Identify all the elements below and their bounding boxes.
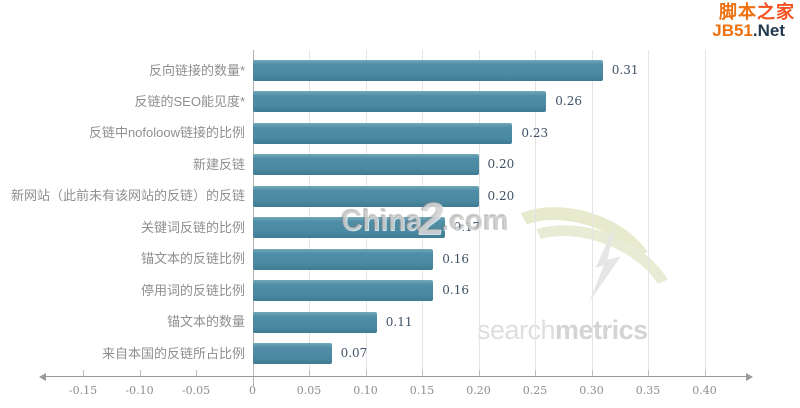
category-label: 反链中nofoloow链接的比例: [88, 125, 245, 141]
x-axis-right-arrow-icon: [746, 372, 753, 381]
x-axis-tick-label: 0: [249, 384, 256, 397]
bar: [252, 60, 603, 81]
bar: [252, 91, 547, 113]
gridline: [365, 50, 367, 376]
jb51-site-logo: 脚本之家 JB51.Net: [712, 3, 795, 40]
bar-value-label: 0.31: [611, 63, 639, 77]
axis-tick: [139, 370, 141, 376]
axis-tick: [591, 370, 593, 376]
x-axis-left-arrow-icon: [39, 372, 46, 381]
category-label: 锚文本的反链比例: [140, 251, 245, 267]
chinaz-watermark-part3: .com: [441, 205, 509, 237]
x-axis-tick-label: 0.30: [579, 384, 604, 397]
bar: [252, 343, 332, 365]
gridline: [535, 50, 536, 376]
x-axis-tick-label: 0.25: [522, 384, 548, 397]
category-label: 反向链接的数量*: [148, 62, 245, 78]
bar-value-label: 0.20: [487, 188, 515, 203]
jb51-logo-text-part2: 之家: [757, 2, 795, 22]
axis-tick: [196, 370, 197, 376]
axis-tick: [252, 370, 254, 376]
chinaz-watermark-part1: China: [341, 205, 422, 237]
bar: [252, 280, 434, 302]
axis-tick: [535, 370, 536, 376]
bar-value-label: 0.16: [442, 251, 470, 266]
x-axis-tick-label: 0.40: [692, 384, 717, 397]
x-axis-tick-label: -0.05: [181, 384, 211, 397]
category-label: 锚文本的数量: [166, 314, 245, 330]
axis-tick: [365, 370, 367, 376]
searchmetrics-watermark-part1: search: [477, 315, 556, 345]
category-label: 反链的SEO能见度*: [134, 93, 245, 109]
jb51-logo-text-part1: 脚本: [719, 2, 757, 22]
bar: [252, 185, 479, 207]
x-axis-tick-label: -0.10: [125, 384, 154, 397]
bar: [252, 217, 445, 239]
axis-tick: [478, 370, 480, 376]
bar: [252, 122, 513, 144]
bar-value-label: 0.17: [453, 220, 481, 235]
x-axis-line: [45, 376, 747, 377]
category-label: 停用词的反链比例: [140, 282, 245, 298]
jb51-logo-domain-part1: JB51: [712, 20, 753, 40]
bar-value-label: 0.23: [521, 125, 549, 140]
bar-value-label: 0.11: [385, 314, 413, 329]
searchmetrics-watermark-part2: metrics: [555, 315, 648, 345]
x-axis-tick-label: -0.15: [68, 384, 98, 397]
gridline: [478, 50, 480, 376]
axis-tick: [309, 370, 310, 376]
axis-tick: [422, 370, 423, 376]
gridline: [648, 50, 649, 376]
gridline: [704, 50, 706, 376]
chinaz-watermark: China2.com: [341, 187, 509, 244]
gridline: [422, 50, 423, 376]
category-label: 新网站（此前未有该网站的反链）的反链: [10, 188, 245, 204]
bar-value-label: 0.07: [340, 346, 368, 361]
searchmetrics-watermark: searchmetrics: [477, 315, 648, 346]
bar-value-label: 0.16: [442, 283, 470, 298]
axis-tick: [704, 370, 706, 376]
bar: [252, 248, 434, 270]
category-label: 新建反链: [192, 156, 245, 172]
x-axis-tick-label: 0.20: [466, 384, 491, 397]
axis-tick: [83, 370, 84, 376]
bar: [252, 154, 479, 176]
x-axis-tick-label: 0.15: [409, 384, 435, 397]
jb51-logo-domain-part2: .Net: [752, 20, 785, 40]
x-axis-tick-label: 0.35: [635, 384, 661, 397]
x-axis-tick-label: 0.10: [353, 384, 378, 397]
gridline: [309, 50, 310, 376]
bar-value-label: 0.20: [487, 157, 515, 172]
x-axis-tick-label: 0.05: [296, 384, 322, 397]
gridline: [591, 50, 593, 376]
bar-value-label: 0.26: [555, 94, 583, 109]
axis-tick: [648, 370, 649, 376]
jb51-logo-chinese: 脚本之家: [712, 3, 795, 22]
category-label: 来自本国的反链所占比例: [101, 345, 245, 361]
jb51-logo-domain: JB51.Net: [712, 20, 795, 40]
category-label: 关键词反链的比例: [140, 219, 245, 235]
bar: [252, 311, 377, 333]
